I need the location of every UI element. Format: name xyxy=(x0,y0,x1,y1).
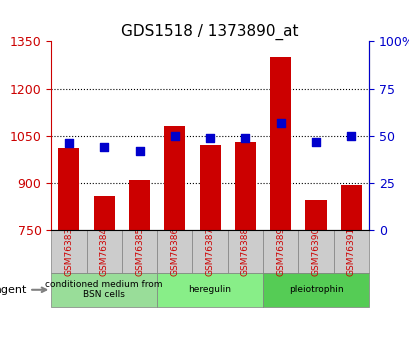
Bar xyxy=(270,57,291,230)
Title: GDS1518 / 1373890_at: GDS1518 / 1373890_at xyxy=(121,24,298,40)
Bar xyxy=(93,196,115,230)
Point xyxy=(347,133,354,139)
Text: pleiotrophin: pleiotrophin xyxy=(288,285,342,294)
Text: GSM76387: GSM76387 xyxy=(205,227,214,276)
Point xyxy=(136,148,142,154)
Text: GSM76383: GSM76383 xyxy=(64,227,73,276)
FancyBboxPatch shape xyxy=(51,273,157,307)
FancyBboxPatch shape xyxy=(263,230,298,273)
Text: agent: agent xyxy=(0,285,46,295)
FancyBboxPatch shape xyxy=(263,273,368,307)
FancyBboxPatch shape xyxy=(227,230,263,273)
Text: GSM76384: GSM76384 xyxy=(99,227,108,276)
FancyBboxPatch shape xyxy=(51,230,86,273)
Point xyxy=(65,141,72,146)
Text: GSM76389: GSM76389 xyxy=(276,227,285,276)
Bar xyxy=(234,142,255,230)
Point xyxy=(171,133,178,139)
Text: GSM76385: GSM76385 xyxy=(135,227,144,276)
Bar xyxy=(58,148,79,230)
Bar xyxy=(164,126,185,230)
Point xyxy=(312,139,319,144)
Bar xyxy=(305,200,326,230)
FancyBboxPatch shape xyxy=(298,230,333,273)
Point xyxy=(101,145,107,150)
Text: GSM76391: GSM76391 xyxy=(346,227,355,276)
Bar xyxy=(128,180,150,230)
Text: heregulin: heregulin xyxy=(188,285,231,294)
FancyBboxPatch shape xyxy=(157,273,263,307)
Text: GSM76390: GSM76390 xyxy=(311,227,320,276)
Text: conditioned medium from
BSN cells: conditioned medium from BSN cells xyxy=(45,280,162,299)
FancyBboxPatch shape xyxy=(157,230,192,273)
Bar xyxy=(199,145,220,230)
Point xyxy=(277,120,283,125)
FancyBboxPatch shape xyxy=(192,230,227,273)
Point xyxy=(242,135,248,140)
Text: GSM76386: GSM76386 xyxy=(170,227,179,276)
FancyBboxPatch shape xyxy=(121,230,157,273)
FancyBboxPatch shape xyxy=(86,230,121,273)
Point xyxy=(207,135,213,140)
Text: GSM76388: GSM76388 xyxy=(240,227,249,276)
FancyBboxPatch shape xyxy=(333,230,368,273)
Bar xyxy=(340,185,361,230)
